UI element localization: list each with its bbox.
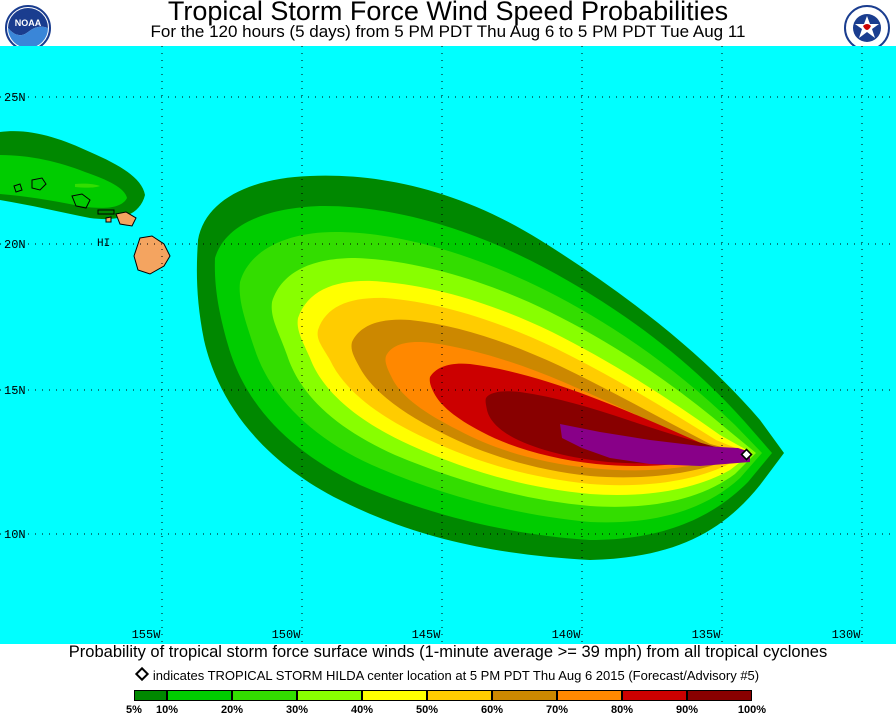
legend-tick-90-percent: 90% <box>675 704 699 716</box>
map-title: Tropical Storm Force Wind Speed Probabil… <box>167 0 729 26</box>
footer: Probability of tropical storm force surf… <box>0 643 896 716</box>
lat-labels: 25N 20N 15N 10N <box>4 91 26 542</box>
legend-swatch-20-percent <box>232 690 297 701</box>
lat-label-25N: 25N <box>4 91 26 105</box>
header: Tropical Storm Force Wind Speed Probabil… <box>0 0 896 46</box>
hawaiian-islands <box>13 177 171 275</box>
legend-tick-60-percent: 60% <box>480 704 504 716</box>
place-label-hi: HI <box>97 238 110 250</box>
hawaii-contour-10-percent <box>0 155 127 208</box>
legend-tick-30-percent: 30% <box>285 704 309 716</box>
island-maui <box>115 211 137 227</box>
island-lanai <box>105 216 112 223</box>
noaa-logo-text: NOAA <box>15 18 42 28</box>
lon-labels: 155W 150W 145W 140W 135W 130W <box>132 628 862 642</box>
noaa-logo-icon: NOAA <box>5 5 51 51</box>
legend-tick-70-percent: 70% <box>545 704 569 716</box>
legend-tick-40-percent: 40% <box>350 704 374 716</box>
map-caption: Probability of tropical storm force surf… <box>68 643 828 661</box>
legend-swatch-90-percent <box>687 690 752 701</box>
lat-label-10N: 10N <box>4 528 26 542</box>
island-niihau <box>13 183 23 193</box>
probability-map: 25N 20N 15N 10N 155W 150W 145W 140W 135W… <box>0 46 896 646</box>
legend-swatch-5-percent <box>134 690 167 701</box>
lon-label-145W: 145W <box>412 628 442 642</box>
lon-label-135W: 135W <box>692 628 722 642</box>
color-legend: 5% 10% 20% 30% 40% 50% 60% 70% 80% 90% 100% <box>0 688 896 716</box>
lat-label-15N: 15N <box>4 384 26 398</box>
contour-100-percent <box>560 424 750 466</box>
storm-center-legend-icon <box>134 666 149 682</box>
marker-note: indicates TROPICAL STORM HILDA center lo… <box>0 666 896 683</box>
legend-tick-20-percent: 20% <box>220 704 244 716</box>
island-oahu <box>71 193 91 209</box>
legend-swatch-80-percent <box>622 690 687 701</box>
hawaii-contour-20-percent <box>75 183 100 188</box>
marker-note-text: indicates TROPICAL STORM HILDA center lo… <box>152 668 760 683</box>
island-kauai <box>31 177 47 191</box>
map-subtitle: For the 120 hours (5 days) from 5 PM PDT… <box>150 22 746 41</box>
lon-label-140W: 140W <box>552 628 582 642</box>
legend-swatch-50-percent <box>427 690 492 701</box>
lon-label-130W: 130W <box>832 628 862 642</box>
island-molokai <box>97 209 115 215</box>
legend-tick-5-percent: 5% <box>126 704 142 716</box>
probability-contours <box>196 175 784 560</box>
hawaii-contours <box>0 131 145 220</box>
legend-swatch-60-percent <box>492 690 557 701</box>
lon-label-150W: 150W <box>272 628 302 642</box>
legend-tick-100-percent: 100% <box>737 704 767 716</box>
lat-label-20N: 20N <box>4 238 26 252</box>
legend-tick-50-percent: 50% <box>415 704 439 716</box>
storm-center-diamond-icon <box>740 448 753 461</box>
legend-swatch-40-percent <box>362 690 427 701</box>
legend-swatch-30-percent <box>297 690 362 701</box>
lon-label-155W: 155W <box>132 628 162 642</box>
island-hawaii-big-island <box>133 235 171 275</box>
lat-lon-grid <box>0 46 896 646</box>
legend-swatch-70-percent <box>557 690 622 701</box>
legend-tick-10-percent: 10% <box>155 704 179 716</box>
nws-logo-icon <box>844 5 890 51</box>
legend-tick-80-percent: 80% <box>610 704 634 716</box>
legend-swatch-10-percent <box>167 690 232 701</box>
